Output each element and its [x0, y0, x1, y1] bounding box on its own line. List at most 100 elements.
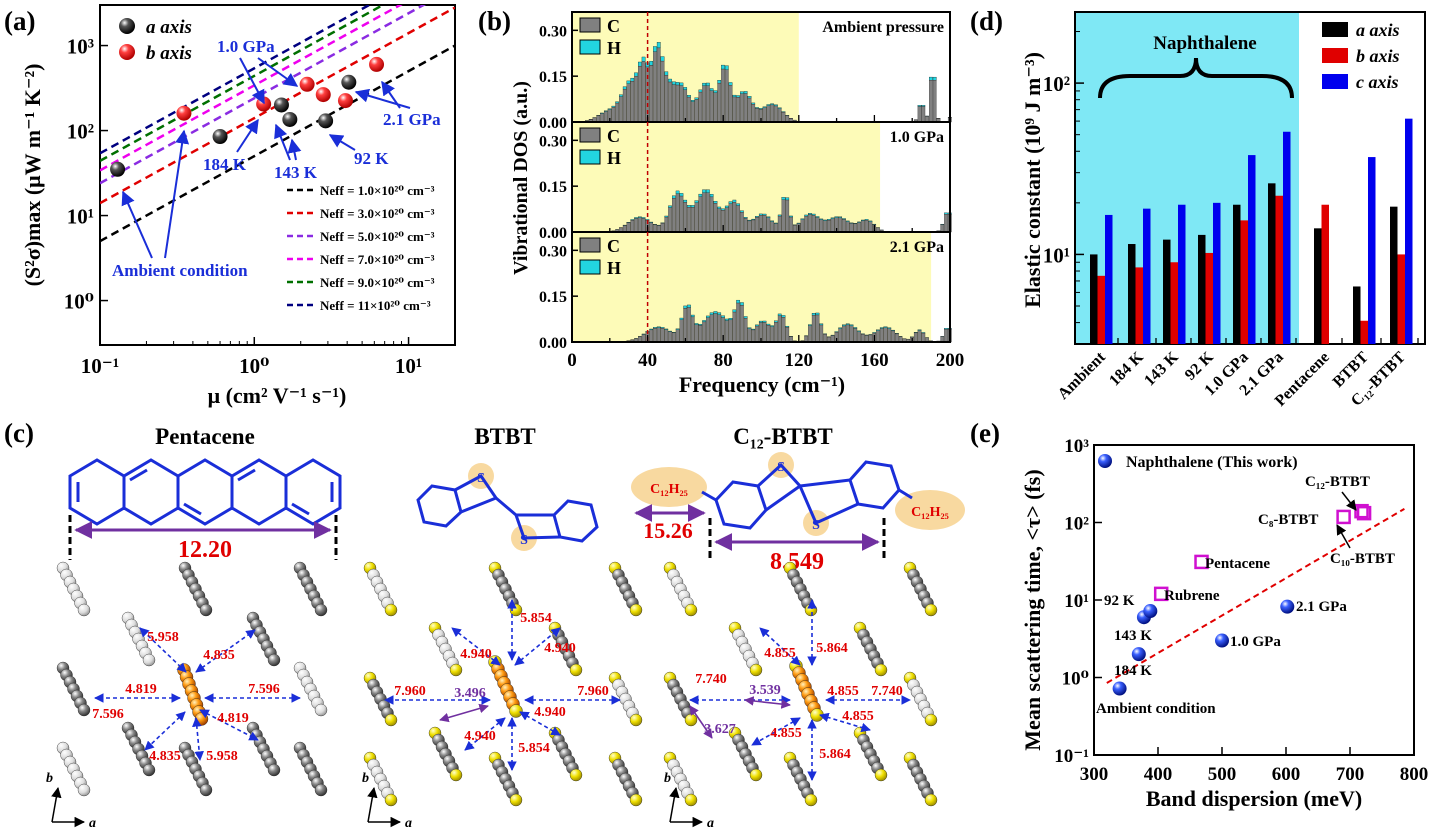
- c12btbt-molecule-2: [903, 561, 938, 617]
- dos-h-bar: [664, 215, 669, 218]
- literature-point-1: [1194, 554, 1209, 570]
- atom: [629, 603, 643, 617]
- dos-h-bar: [611, 105, 616, 108]
- btbt-arrow-3: [514, 627, 561, 666]
- dos-c-bar: [675, 84, 680, 123]
- dos-c-bar: [668, 81, 672, 123]
- dos-h-bar: [781, 315, 786, 318]
- pentacene-axis-b: b: [46, 771, 53, 786]
- dos-c-bar: [717, 82, 722, 123]
- e-label-2gpa: 2.1 GPa: [1296, 599, 1347, 615]
- dos-h-bar: [755, 324, 759, 327]
- c12btbt-molecule-7: [728, 726, 763, 782]
- dos-c-bar: [717, 208, 722, 233]
- e-label-c10btbt: C₁₀-BTBT: [1330, 551, 1395, 567]
- legend-h-swatch: [579, 259, 601, 275]
- dos-c-bar: [641, 334, 646, 343]
- dos-panel-title-1: 1.0 GPa: [890, 129, 944, 146]
- e-ytick-label-3: 10²: [1064, 514, 1089, 535]
- dos-c-bar: [690, 316, 695, 343]
- dos-c-bar: [728, 85, 733, 123]
- atom: [509, 793, 523, 807]
- c12btbt-molecule-0: [663, 561, 698, 617]
- dos-h-bar: [724, 65, 729, 70]
- dos-ytick-label: 0.30: [539, 243, 567, 260]
- dos-h-bar: [929, 76, 933, 81]
- panel-d-brace: [1098, 57, 1294, 99]
- legend-h-label: H: [607, 258, 621, 278]
- bar-a-axis-7: [1353, 286, 1361, 344]
- dos-h-bar: [687, 95, 691, 98]
- dos-h-bar: [706, 315, 710, 318]
- atom: [199, 603, 213, 617]
- dos-c-bar: [944, 214, 948, 233]
- dos-panel-title-0: Ambient pressure: [822, 19, 944, 36]
- panel-e-fit-line: [1106, 507, 1405, 684]
- dos-c-bar: [600, 113, 604, 123]
- a-axis-point-1: [212, 129, 228, 145]
- dos-xtick-label-3: 120: [785, 350, 814, 371]
- dos-h-bar: [743, 316, 748, 319]
- dos-c-bar: [868, 334, 873, 343]
- dos-c-bar: [842, 325, 846, 343]
- dos-h-bar: [789, 215, 793, 218]
- dos-c-bar: [747, 220, 752, 233]
- dos-h-bar: [732, 199, 737, 203]
- dos-h-bar: [702, 320, 706, 323]
- dos-c-bar: [736, 205, 740, 233]
- dos-c-bar: [857, 331, 861, 343]
- dos-c-bar: [883, 327, 888, 343]
- btbt-d-7: 4.940: [534, 705, 566, 720]
- dos-c-bar: [679, 85, 684, 123]
- atom: [199, 783, 213, 797]
- dos-h-bar: [649, 60, 654, 66]
- legend-d-swatch-1: [1322, 48, 1348, 63]
- legend-c-label: C: [607, 16, 620, 36]
- dos-h-bar: [641, 217, 646, 219]
- c12-d-3: 7.740: [695, 672, 727, 687]
- btbt-axes: a b: [362, 771, 412, 830]
- atom: [569, 663, 583, 677]
- a-xtick-label-0: 10⁻¹: [81, 354, 119, 378]
- e-xtick-label-4: 700: [1336, 764, 1365, 785]
- atom: [684, 603, 698, 617]
- atom: [314, 703, 328, 717]
- atom: [629, 793, 643, 807]
- dos-h-bar: [717, 312, 722, 315]
- panel-label-c: (c): [4, 418, 34, 448]
- neff-legend-label-5: Neff = 11×10²⁰ cm⁻³: [320, 298, 431, 313]
- e-label-92k: 92 K: [1104, 593, 1135, 609]
- dos-h-bar: [713, 90, 718, 93]
- pentacene-molecule-4: [246, 611, 281, 667]
- c12-arrow-6: [689, 705, 713, 739]
- dos-xtick-label-0: 0: [567, 350, 577, 371]
- e-label-c12btbt: C₁₂-BTBT: [1305, 474, 1370, 490]
- dos-c-bar: [706, 192, 710, 233]
- dos-h-bar: [728, 318, 733, 321]
- btbt-molecule-5: [363, 671, 398, 727]
- dos-xtick-label-1: 40: [638, 350, 657, 371]
- dos-c-bar: [789, 216, 793, 233]
- dos-c-bar: [611, 107, 616, 123]
- molecule-title-btbt: BTBT: [474, 424, 535, 449]
- dos-h-bar: [687, 205, 691, 208]
- dos-c-bar: [713, 92, 718, 123]
- dos-c-bar: [668, 207, 672, 233]
- btbt-molecule-3: [428, 621, 463, 677]
- dos-shade-2: [572, 232, 932, 342]
- bar-b-axis-3: [1205, 252, 1213, 344]
- dos-h-bar: [694, 323, 699, 325]
- pentacene-molecule-8: [246, 721, 281, 777]
- atom: [267, 653, 281, 667]
- pentacene-molecule-5: [56, 661, 91, 717]
- dos-h-bar: [785, 325, 790, 328]
- dos-c-bar: [830, 218, 835, 233]
- pent-d-4: 7.596: [92, 707, 124, 722]
- dos-c-bar: [740, 93, 744, 123]
- dos-c-bar: [743, 318, 748, 343]
- dos-c-bar: [740, 305, 744, 343]
- dos-h-bar: [656, 326, 661, 328]
- dos-c-bar: [743, 218, 748, 233]
- dos-c-bar: [630, 81, 635, 123]
- dos-c-bar: [683, 89, 688, 123]
